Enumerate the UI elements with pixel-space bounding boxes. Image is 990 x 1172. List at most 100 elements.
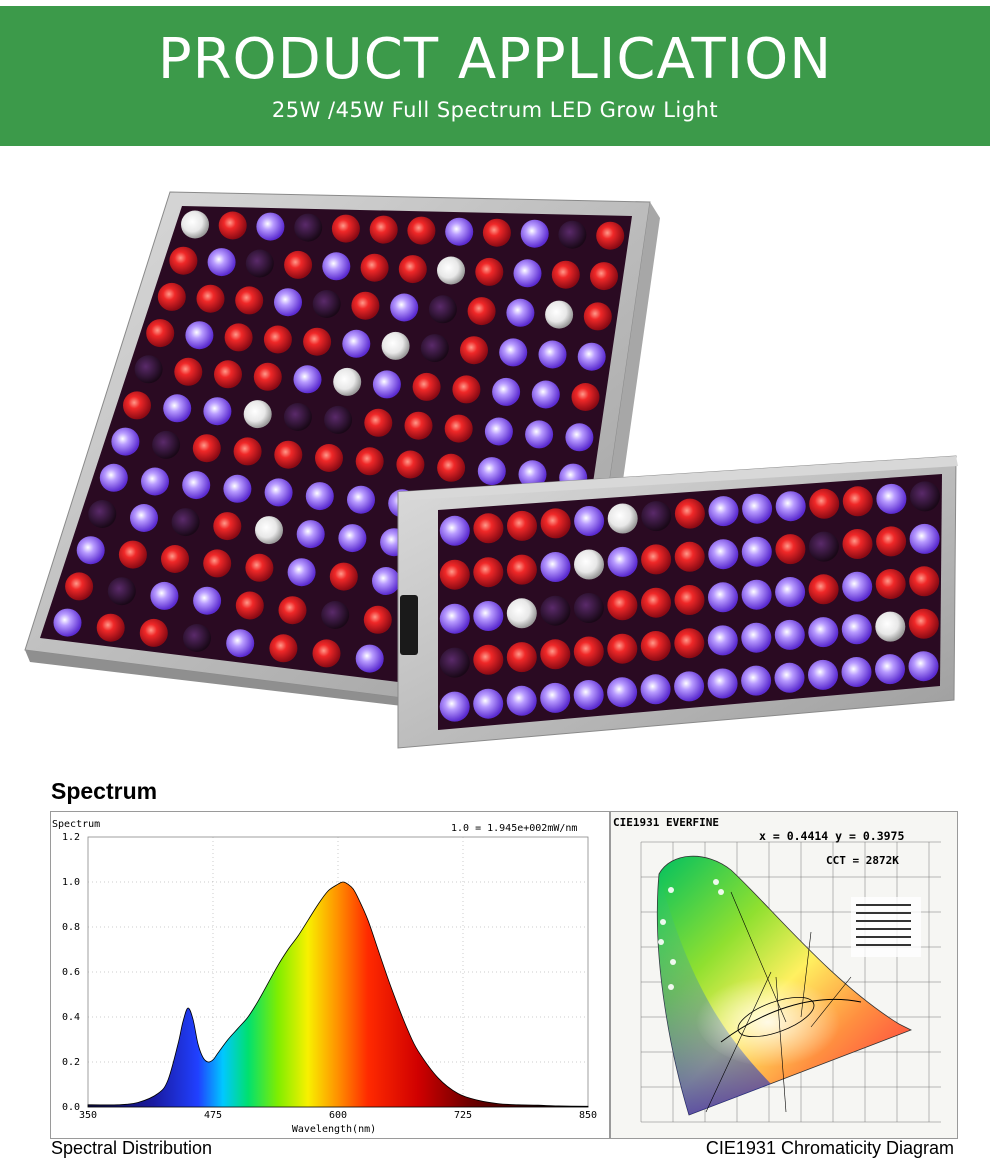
spectrum-x-tick: 850 <box>579 1110 597 1121</box>
led-diode <box>203 549 232 578</box>
led-diode <box>364 408 393 437</box>
led-diode <box>909 566 940 597</box>
led-diode <box>842 529 873 559</box>
led-diode <box>573 593 604 623</box>
led-diode <box>369 215 398 244</box>
led-diode <box>407 216 436 245</box>
led-diode <box>439 559 470 590</box>
led-diode <box>674 541 705 572</box>
led-diode <box>513 259 542 288</box>
led-diode <box>182 471 211 500</box>
led-diode <box>372 567 400 595</box>
led-diode <box>284 250 313 279</box>
led-diode <box>245 553 274 582</box>
led-diode <box>607 503 638 534</box>
spectrum-x-tick: 350 <box>79 1110 97 1121</box>
led-diode <box>596 221 625 250</box>
led-diode <box>875 569 906 599</box>
led-diode <box>473 644 504 675</box>
cie-cct: CCT = 2872K <box>826 854 899 867</box>
led-diode <box>253 362 282 391</box>
led-diode <box>76 536 105 565</box>
led-diode <box>404 411 433 440</box>
led-diode <box>482 218 511 247</box>
led-diode <box>540 552 571 582</box>
led-diode <box>641 501 672 532</box>
led-diode <box>342 329 371 358</box>
led-diode <box>278 596 307 625</box>
led-diode <box>499 338 528 367</box>
led-diode <box>473 513 504 544</box>
led-diode <box>243 400 272 429</box>
led-diode <box>518 460 547 489</box>
led-diode <box>174 357 203 386</box>
banner-title: PRODUCT APPLICATION <box>157 27 833 92</box>
spectral-distribution-caption: Spectral Distribution <box>51 1138 213 1158</box>
led-diode <box>842 486 873 517</box>
led-diode <box>274 288 302 317</box>
led-diode <box>708 496 739 527</box>
led-diode <box>152 430 181 459</box>
led-diode <box>223 474 252 503</box>
led-diode <box>506 298 535 327</box>
led-diode <box>444 414 473 443</box>
led-diode <box>256 212 285 241</box>
led-diode <box>506 642 537 673</box>
small-grow-light-panel <box>397 455 958 749</box>
spectrum-x-tick: 600 <box>329 1110 347 1121</box>
led-diode <box>439 647 470 678</box>
led-diode <box>910 481 940 512</box>
led-diode <box>540 639 571 670</box>
led-diode <box>908 608 939 639</box>
led-diode <box>312 290 341 318</box>
led-diode <box>96 613 125 642</box>
header-banner: PRODUCT APPLICATION 25W /45W Full Spectr… <box>0 6 990 146</box>
led-diode <box>141 467 169 496</box>
spectrum-y-tick: 1.2 <box>62 832 80 843</box>
led-diode <box>473 601 504 631</box>
led-diode <box>321 601 350 629</box>
led-diode <box>540 508 571 539</box>
led-diode <box>420 334 449 363</box>
led-diode <box>452 375 481 404</box>
cie-header: CIE1931 EVERFINE <box>613 816 719 829</box>
led-diode <box>331 214 360 243</box>
spectrum-y-tick: 0.0 <box>62 1102 80 1113</box>
led-diode <box>196 284 225 313</box>
spectrum-y-tick: 0.4 <box>62 1012 80 1023</box>
product-photo <box>24 191 958 749</box>
led-diode <box>338 524 367 553</box>
led-diode <box>808 659 838 690</box>
led-diode <box>708 539 739 570</box>
cie-chromaticity-diagram: CIE1931 EVERFINE x = 0.4414 y = 0.3975 C… <box>610 811 958 1139</box>
led-diode <box>506 554 537 585</box>
led-diode <box>909 523 940 554</box>
led-diode <box>263 325 292 354</box>
led-diode <box>475 257 504 286</box>
led-diode <box>876 526 907 557</box>
led-diode <box>139 618 168 647</box>
led-diode <box>507 510 537 541</box>
led-diode <box>775 577 806 607</box>
led-diode <box>774 619 805 650</box>
led-diode <box>565 423 594 452</box>
led-diode <box>372 370 401 399</box>
led-diode <box>398 255 427 284</box>
spectrum-curve <box>87 881 589 1108</box>
led-diode <box>640 674 671 705</box>
led-diode <box>607 633 638 664</box>
led-diode <box>293 365 322 394</box>
led-diode <box>531 380 560 409</box>
led-diode <box>590 262 618 291</box>
led-diode <box>390 293 419 322</box>
led-diode <box>130 504 158 532</box>
led-diode <box>65 572 94 601</box>
led-diode <box>708 582 738 613</box>
led-diode <box>305 482 334 511</box>
led-diode <box>107 577 136 606</box>
led-diode <box>111 427 140 456</box>
led-diode <box>203 397 232 426</box>
led-diode <box>193 586 222 615</box>
led-diode <box>641 544 672 575</box>
led-diode <box>169 246 198 275</box>
